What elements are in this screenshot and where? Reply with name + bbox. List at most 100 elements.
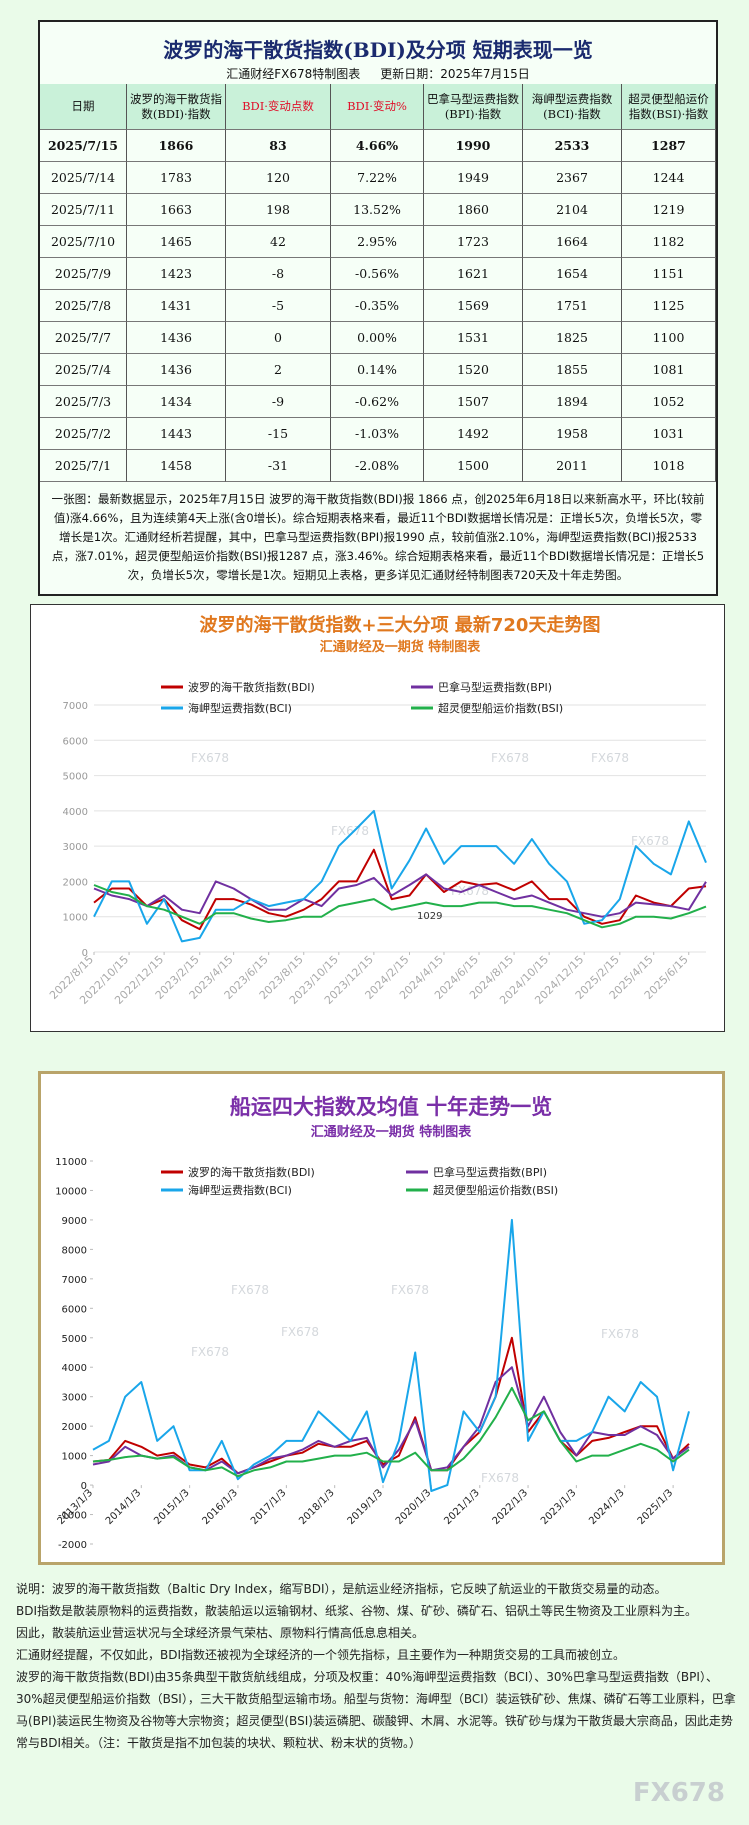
table-cell: -0.56%: [331, 258, 424, 290]
table-cell: 1664: [523, 226, 622, 258]
note: 波罗的海干散货指数(BDI)由35条典型干散货航线组成，分项及权重：40%海岬型…: [16, 1670, 736, 1750]
watermark: FX678: [491, 751, 529, 765]
table-cell: 1465: [127, 226, 226, 258]
table-cell: 1431: [127, 290, 226, 322]
y-tick-label: 6000: [62, 1304, 87, 1315]
chart-subtitle: 汇通财经及一期货 特制图表: [311, 1124, 473, 1140]
note: 说明：波罗的海干散货指数（Baltic Dry Index，缩写BDI），是航运…: [16, 1582, 667, 1596]
column-header: BDI·变动点数: [226, 84, 331, 130]
watermark: FX678: [191, 751, 229, 765]
column-header: 巴拿马型运费指数(BPI)·指数: [424, 84, 523, 130]
watermark: FX678: [601, 1327, 639, 1341]
y-tick-label: 3000: [62, 1393, 87, 1404]
series-line: [92, 1218, 690, 1492]
table-cell: -1.03%: [331, 418, 424, 450]
table-cell: 1436: [127, 322, 226, 354]
legend-label: 海岬型运费指数(BCI): [188, 1183, 292, 1197]
table-cell: -31: [226, 450, 331, 482]
y-tick-label: 2000: [63, 877, 88, 888]
notes: 说明：波罗的海干散货指数（Baltic Dry Index，缩写BDI），是航运…: [16, 1578, 736, 1754]
table-cell: 1866: [127, 130, 226, 162]
legend-label: 巴拿马型运费指数(BPI): [438, 680, 552, 694]
table-cell: 1825: [523, 322, 622, 354]
watermark: FX678: [632, 1778, 725, 1808]
table-cell: 1434: [127, 386, 226, 418]
x-tick-label: 2016/1/3: [201, 1487, 241, 1527]
table-cell: -0.35%: [331, 290, 424, 322]
source: 汇通财经FX678特制图表: [226, 67, 361, 81]
table-cell: 2104: [523, 194, 622, 226]
table-cell: 1663: [127, 194, 226, 226]
table-cell: 1081: [622, 354, 716, 386]
table-cell: 1151: [622, 258, 716, 290]
x-tick-label: 2019/1/3: [346, 1487, 386, 1527]
table-cell: 2025/7/8: [40, 290, 127, 322]
table-cell: 2025/7/14: [40, 162, 127, 194]
legend-label: 超灵便型船运价指数(BSI): [433, 1183, 558, 1197]
table-cell: 1751: [523, 290, 622, 322]
column-header: 海岬型运费指数(BCI)·指数: [523, 84, 622, 130]
table-cell: 4.66%: [331, 130, 424, 162]
table-cell: 2.95%: [331, 226, 424, 258]
y-tick-label: 5000: [62, 1334, 87, 1345]
note: 汇通财经提醒，不仅如此，BDI指数还被视为全球经济的一个领先指标，且主要作为一种…: [16, 1648, 626, 1662]
x-tick-label: 2025/1/3: [636, 1487, 676, 1527]
table-cell: 1569: [424, 290, 523, 322]
table-cell: 1125: [622, 290, 716, 322]
y-tick-label: 7000: [62, 1275, 87, 1286]
watermark: FX678: [191, 1345, 229, 1359]
y-tick-label: 2000: [62, 1422, 87, 1433]
series-line: [93, 848, 707, 931]
table-cell: 1287: [622, 130, 716, 162]
table-cell: 0: [226, 322, 331, 354]
legend-label: 波罗的海干散货指数(BDI): [188, 680, 315, 694]
column-header: BDI·变动%: [331, 84, 424, 130]
y-tick-label: 0: [81, 1481, 87, 1492]
table-panel: 波罗的海干散货指数(BDI)及分项 短期表现一览 汇通财经FX678特制图表 更新…: [38, 20, 718, 596]
y-tick-label: 7000: [63, 701, 88, 712]
table-cell: 2025/7/1: [40, 450, 127, 482]
table-cell: 1443: [127, 418, 226, 450]
series-line: [92, 1386, 690, 1478]
table-cell: 120: [226, 162, 331, 194]
table-cell: 2025/7/11: [40, 194, 127, 226]
x-tick-label: 2017/1/3: [249, 1487, 289, 1527]
update-date: 更新日期：2025年7月15日: [380, 67, 530, 81]
table-cell: -2.08%: [331, 450, 424, 482]
table-cell: 2533: [523, 130, 622, 162]
table-cell: 2025/7/3: [40, 386, 127, 418]
series-line: [93, 884, 707, 929]
series-line: [92, 1366, 690, 1475]
y-tick-label: 4000: [63, 807, 88, 818]
table-cell: 1860: [424, 194, 523, 226]
table-cell: 1520: [424, 354, 523, 386]
legend-label: 波罗的海干散货指数(BDI): [188, 1165, 315, 1179]
table-cell: 2367: [523, 162, 622, 194]
table-cell: 2025/7/4: [40, 354, 127, 386]
note: BDI指数是散装原物料的运费指数，散装船运以运输钢材、纸浆、谷物、煤、矿砂、磷矿…: [16, 1604, 698, 1618]
table-cell: 2025/7/10: [40, 226, 127, 258]
table-cell: -8: [226, 258, 331, 290]
legend-label: 超灵便型船运价指数(BSI): [438, 701, 563, 715]
summary: 一张图：最新数据显示，2025年7月15日 波罗的海干散货指数(BDI)报 18…: [51, 492, 705, 582]
y-tick-label: 1000: [62, 1452, 87, 1463]
table-cell: 1458: [127, 450, 226, 482]
table-cell: 0.00%: [331, 322, 424, 354]
watermark: FX678: [631, 834, 669, 848]
x-tick-label: 2014/1/3: [104, 1487, 144, 1527]
series-line: [93, 873, 707, 918]
annotation: 1029: [417, 911, 442, 922]
table-cell: 1052: [622, 386, 716, 418]
table-cell: 1990: [424, 130, 523, 162]
column-header: 超灵便型船运价指数(BSI)·指数: [622, 84, 716, 130]
table-cell: -15: [226, 418, 331, 450]
table-cell: 1894: [523, 386, 622, 418]
table-cell: 2011: [523, 450, 622, 482]
x-tick-label: 2023/1/3: [539, 1487, 579, 1527]
watermark: FX678: [451, 884, 489, 898]
series-line: [93, 809, 707, 943]
table-cell: 42: [226, 226, 331, 258]
watermark: FX678: [391, 1283, 429, 1297]
column-header: 日期: [40, 84, 127, 130]
